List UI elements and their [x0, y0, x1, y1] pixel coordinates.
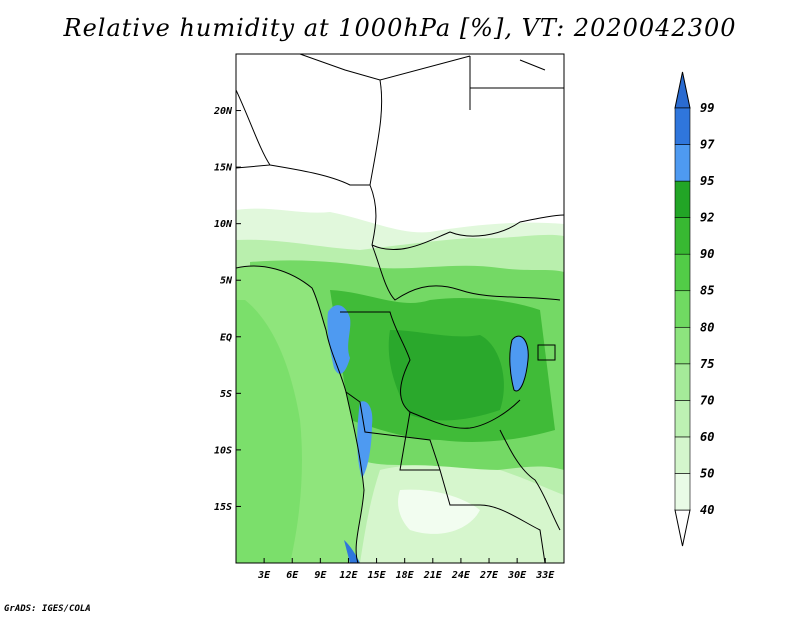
colorbar-label: 60	[700, 430, 714, 444]
colorbar-low-arrow	[674, 509, 691, 547]
colorbar-high-arrow	[674, 71, 691, 109]
colorbar: 40 50 60 70 75 80 85 90 92 95 97 99	[674, 71, 715, 547]
lon-tick-label: 3E	[257, 570, 271, 581]
colorbar-segment	[674, 217, 691, 255]
lat-tick-label: 15N	[214, 163, 233, 174]
colorbar-segment	[674, 326, 691, 365]
colorbar-segment	[674, 436, 691, 474]
colorbar-label: 50	[700, 466, 714, 480]
lon-tick-label: 33E	[535, 570, 555, 581]
colorbar-label: 85	[700, 284, 714, 298]
lon-tick-label: 30E	[507, 570, 527, 581]
colorbar-segment	[674, 144, 691, 182]
lon-tick-label: 12E	[339, 570, 358, 581]
colorbar-label: 40	[700, 503, 714, 517]
lat-tick-label: 15S	[214, 502, 232, 513]
lon-tick-label: 18E	[396, 570, 415, 581]
colorbar-label: 99	[700, 101, 714, 115]
lon-tick-label: 27E	[479, 570, 499, 581]
colorbar-segment	[674, 180, 691, 218]
colorbar-segment	[674, 290, 691, 328]
lat-tick-label: 20N	[213, 106, 233, 117]
colorbar-segment	[674, 400, 691, 438]
lat-tick-label: 5N	[220, 276, 233, 287]
coastlines	[236, 54, 564, 563]
colorbar-label: 90	[700, 247, 714, 261]
humidity-field	[236, 54, 564, 563]
lon-tick-label: 9E	[314, 570, 327, 581]
lon-tick-label: 21E	[423, 570, 443, 581]
colorbar-label: 70	[700, 393, 714, 407]
colorbar-label: 80	[700, 320, 714, 334]
colorbar-segment	[674, 107, 691, 145]
lat-tick-label: EQ	[220, 332, 232, 343]
lon-tick-label: 15E	[368, 570, 387, 581]
latitude-axis: 20N 15N 10N 5N EQ 5S 10S 15S	[213, 106, 241, 513]
credit-text: GrADS: IGES/COLA	[4, 604, 91, 614]
colorbar-label: 97	[700, 138, 715, 152]
lat-tick-label: 5S	[220, 389, 232, 400]
lat-tick-label: 10S	[214, 445, 232, 456]
lat-tick-label: 10N	[214, 219, 233, 230]
longitude-axis: 3E 6E 9E 12E 15E 18E 21E 24E 27E 30E 33E	[257, 558, 555, 581]
colorbar-segment	[674, 363, 691, 401]
lon-tick-label: 24E	[451, 570, 471, 581]
colorbar-label: 92	[700, 211, 714, 225]
map-frame	[235, 53, 565, 564]
colorbar-segment	[674, 473, 691, 511]
colorbar-label: 95	[700, 174, 714, 188]
colorbar-segment	[674, 253, 691, 292]
lon-tick-label: 6E	[286, 570, 299, 581]
chart-title: Relative humidity at 1000hPa [%], VT: 20…	[63, 14, 737, 42]
colorbar-label: 75	[700, 357, 714, 371]
